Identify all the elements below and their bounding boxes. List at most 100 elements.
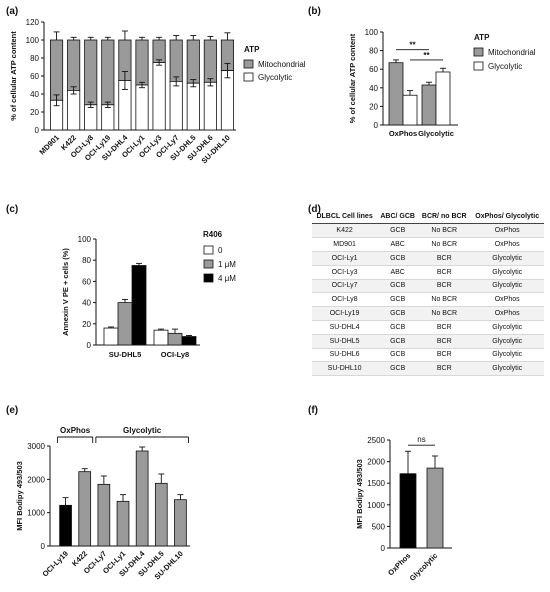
c-bar-2 (131, 265, 147, 346)
table-header-row: DLBCL Cell lines ABC/ GCB BCR/ no BCR OxPho… (312, 212, 544, 225)
a-bar-mitochondrial (101, 39, 115, 106)
table-cell: K422 (312, 223, 378, 239)
a-bar-glycolytic (186, 82, 200, 131)
b-y-tick-label: 80 (369, 47, 378, 56)
b-x-tick-label: OxPhos (389, 129, 417, 138)
table-cell: OxPhos (470, 306, 544, 321)
a-bar-glycolytic (84, 104, 98, 131)
panel-label-c: (c) (6, 204, 18, 215)
a-bar-glycolytic (101, 104, 115, 131)
table-cell: MD901 (312, 237, 378, 252)
a-y-axis-label: % of cellular ATP content (9, 31, 18, 121)
table-header-cell: DLBCL Cell lines (312, 212, 378, 225)
table-cell: SU-DHL6 (312, 348, 378, 363)
table-cell: OxPhos (470, 237, 544, 252)
a-legend-title: ATP (244, 45, 260, 54)
c-y-tick-label: 0 (87, 341, 92, 350)
a-bar-mitochondrial (135, 39, 149, 86)
b-legend-label: Mitochondrial (488, 48, 536, 57)
panel-label-e: (e) (6, 405, 18, 416)
table-cell: BCR (418, 279, 471, 294)
a-legend-label: Glycolytic (258, 73, 292, 82)
b-bar-glycolytic (402, 94, 418, 126)
a-bar-glycolytic (169, 81, 183, 131)
table-cell: BCR (418, 334, 471, 349)
c-y-tick-label: 40 (82, 299, 91, 308)
table-row: K422 GCB No BCR OxPhos (312, 223, 544, 239)
table-cell: SU-DHL4 (312, 320, 378, 335)
table-cell: ABC (377, 237, 419, 252)
table-body: K422 GCB No BCR OxPhos MD901 ABC No BCR OxPhos O… (312, 223, 544, 377)
a-bar-mitochondrial (186, 39, 200, 84)
f-x-tick-label: OxPhos (386, 551, 412, 577)
e-y-tick-label: 2000 (27, 475, 45, 484)
b-y-tick-label: 60 (369, 65, 378, 74)
f-bar (426, 467, 444, 549)
table-cell: OCI-Ly1 (312, 251, 378, 266)
b-y-axis-label: % of cellular ATP content (348, 33, 357, 123)
table-cell: Glycolytic (470, 320, 544, 335)
table-cell: GCB (377, 320, 419, 335)
a-bar-mitochondrial (49, 39, 64, 101)
a-bar-mitochondrial (169, 39, 183, 82)
a-y-tick-label: 0 (35, 126, 40, 135)
e-y-axis-label: MFI Bodipy 493/503 (15, 461, 24, 531)
e-group-label: Glycolytic (123, 426, 162, 435)
b-sig-label: ** (423, 51, 430, 60)
e-group-label: OxPhos (60, 426, 91, 435)
table-cell: BCR (418, 348, 471, 363)
panel-label-a: (a) (6, 6, 18, 17)
e-bar (174, 499, 187, 547)
a-y-tick-label: 120 (26, 18, 40, 27)
f-y-axis-label: MFI Bodipy 493/503 (355, 459, 364, 529)
a-bar-mitochondrial (203, 39, 217, 83)
table-row: OCI-Ly1 GCB BCR Glycolytic (312, 251, 544, 266)
table-cell: OCI-Ly7 (312, 279, 378, 294)
a-bar-glycolytic (203, 81, 217, 131)
table-cell: OxPhos (470, 292, 544, 308)
a-y-tick-label: 40 (30, 90, 39, 99)
table-cell: No BCR (418, 306, 471, 321)
cell-line-table: DLBCL Cell lines ABC/ GCB BCR/ no BCR OxPho… (312, 212, 544, 377)
table-cell: GCB (377, 361, 419, 377)
f-y-tick-label: 2500 (367, 436, 385, 445)
a-bar-glycolytic (135, 84, 149, 131)
c-y-tick-label: 80 (82, 256, 91, 265)
e-bar (135, 450, 149, 547)
table-header-cell: ABC/ GCB (377, 212, 419, 225)
b-legend-swatch (473, 61, 484, 71)
c-legend-swatch (203, 273, 214, 283)
a-bar-mitochondrial (152, 39, 166, 63)
a-legend-label: Mitochondrial (258, 60, 306, 69)
c-legend-swatch (203, 259, 214, 269)
table-cell: OCI-Ly19 (312, 306, 378, 321)
a-legend-swatch (243, 59, 254, 69)
e-y-tick-label: 0 (41, 542, 46, 551)
e-y-tick-label: 1000 (27, 509, 45, 518)
a-y-tick-label: 100 (26, 36, 40, 45)
table-cell: GCB (377, 306, 419, 321)
b-y-tick-label: 0 (374, 121, 379, 130)
c-y-tick-label: 100 (78, 235, 92, 244)
table-row: OCI-Ly19 GCB No BCR OxPhos (312, 306, 544, 321)
b-y-tick-label: 20 (369, 102, 378, 111)
a-bar-glycolytic (67, 90, 81, 131)
b-bar-glycolytic (435, 71, 451, 126)
table-cell: GCB (377, 348, 419, 363)
table-row: SU-DHL4 GCB BCR Glycolytic (312, 320, 544, 335)
table-cell: BCR (418, 361, 471, 377)
table-row: SU-DHL10 GCB BCR Glycolytic (312, 361, 544, 377)
b-legend-title: ATP (474, 33, 490, 42)
a-bar-mitochondrial (67, 39, 81, 91)
e-bar (78, 471, 92, 547)
table-cell: SU-DHL5 (312, 334, 378, 349)
b-legend-label: Glycolytic (488, 62, 522, 71)
c-bar-0 (103, 327, 119, 346)
c-bar-0 (153, 329, 169, 346)
panel-label-f: (f) (308, 405, 318, 416)
b-y-tick-label: 40 (369, 84, 378, 93)
c-bar-2 (181, 336, 197, 346)
c-y-tick-label: 60 (82, 277, 91, 286)
c-legend-label: 0 (218, 246, 223, 255)
